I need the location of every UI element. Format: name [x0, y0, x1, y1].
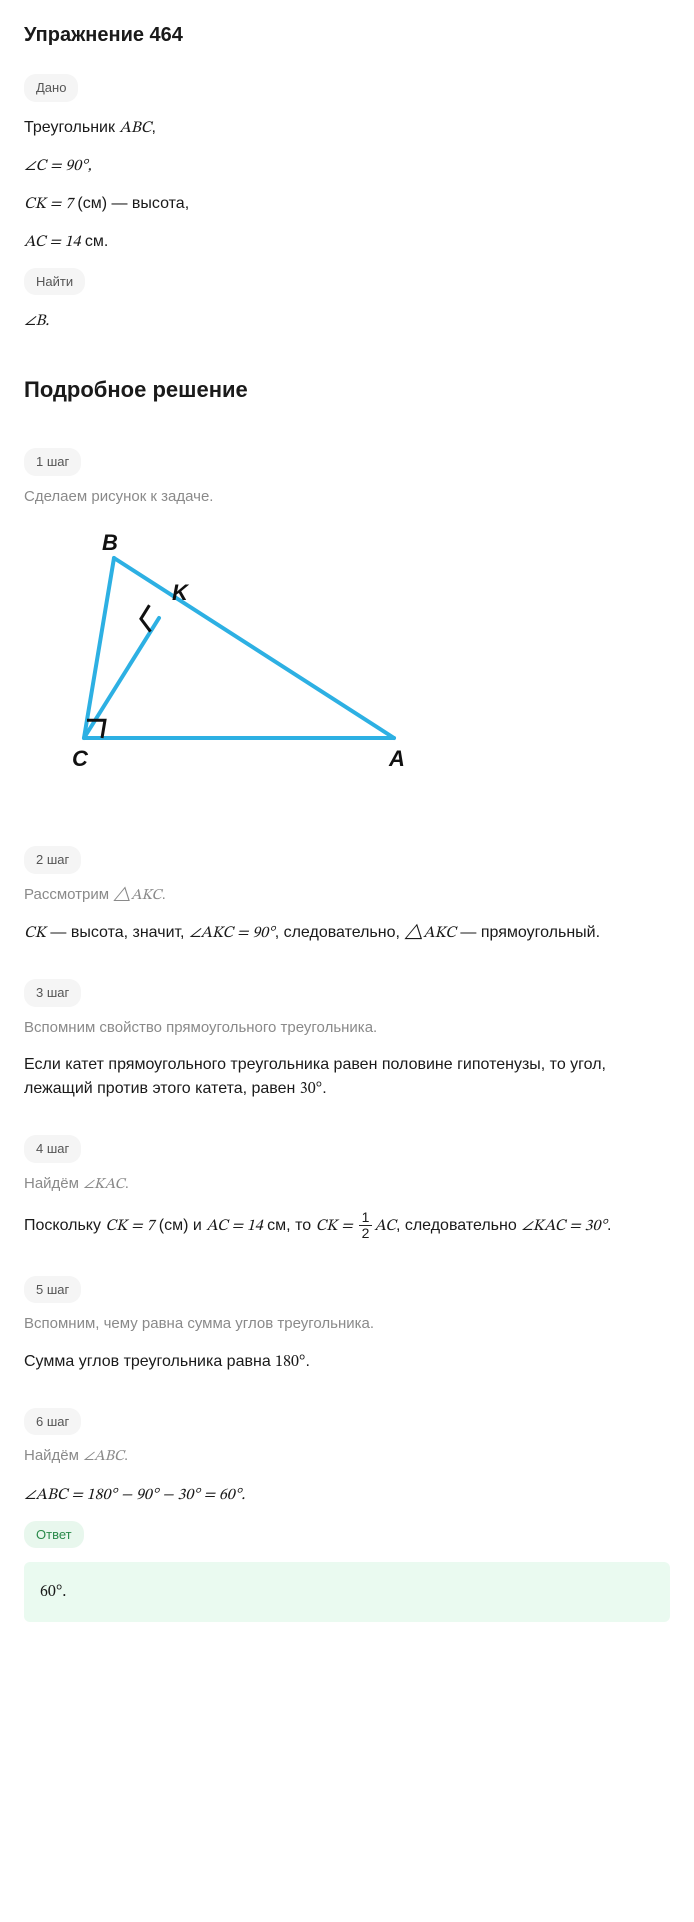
- step-2-gray: Рассмотрим △AKC.: [24, 884, 670, 908]
- s4-gray-post: .: [125, 1175, 129, 1192]
- given-l1-pre: Треугольник: [24, 119, 119, 136]
- triangle-figure: C B A K: [24, 528, 444, 788]
- label-a: A: [388, 746, 405, 771]
- label-k: K: [172, 580, 190, 605]
- figure-wrapper: C B A K: [24, 528, 670, 796]
- s4-d: AC = 14: [206, 1218, 262, 1234]
- step-6-label: 6 шаг: [24, 1408, 81, 1436]
- s5-a: Сумма углов треугольника равна: [24, 1353, 275, 1370]
- s2-b: — высота, значит,: [46, 924, 189, 941]
- step-3-gray: Вспомним свойство прямоугольного треугол…: [24, 1017, 670, 1040]
- s4-b: CK = 7: [105, 1218, 154, 1234]
- find-pill: Найти: [24, 268, 85, 296]
- s6-eq: ∠ABC = 180° − 90° − 30° = 60°.: [24, 1487, 245, 1503]
- given-l3-post: (см) — высота,: [73, 195, 189, 212]
- step-6-gray: Найдём ∠ABC.: [24, 1445, 670, 1469]
- given-l2: ∠C = 90°,: [24, 158, 92, 174]
- s6-gray-math: ∠ABC: [83, 1449, 124, 1464]
- s6-gray-post: .: [124, 1447, 128, 1464]
- given-pill: Дано: [24, 74, 78, 102]
- s6-gray-pre: Найдём: [24, 1447, 83, 1464]
- step-5-gray: Вспомним, чему равна сумма углов треугол…: [24, 1313, 670, 1336]
- given-l4-post: см.: [80, 233, 108, 250]
- s2-c: ∠AKC = 90°: [189, 925, 275, 941]
- answer-box: 60°.: [24, 1562, 670, 1622]
- s2-e: △AKC: [404, 925, 456, 941]
- answer-text: 60°.: [40, 1584, 66, 1600]
- given-line-4: AC = 14 см.: [24, 230, 670, 254]
- s2-a: CK: [24, 925, 46, 941]
- find-math: ∠B.: [24, 313, 49, 329]
- s3-c: .: [322, 1080, 326, 1097]
- s4-gray-math: ∠KAC: [83, 1177, 125, 1192]
- label-c: C: [72, 746, 89, 771]
- s4-c: (см) и: [154, 1217, 206, 1234]
- s2-f: — прямоугольный.: [456, 924, 600, 941]
- step-1-label: 1 шаг: [24, 448, 81, 476]
- s4-frac-num: 1: [359, 1210, 373, 1226]
- s3-b: 30°: [300, 1081, 322, 1097]
- s2-gray-pre: Рассмотрим: [24, 886, 113, 903]
- exercise-title: Упражнение 464: [24, 20, 670, 50]
- s4-frac: 12: [359, 1210, 373, 1242]
- step-5-text: Сумма углов треугольника равна 180°.: [24, 1350, 670, 1374]
- s2-gray-math: △AKC: [113, 888, 161, 903]
- step-1-text: Сделаем рисунок к задаче.: [24, 486, 670, 509]
- s4-j: .: [607, 1217, 611, 1234]
- s2-d: , следовательно,: [275, 924, 405, 941]
- step-4-gray: Найдём ∠KAC.: [24, 1173, 670, 1197]
- right-angle-k-marker: [141, 605, 151, 631]
- answer-pill: Ответ: [24, 1521, 84, 1549]
- given-line-1: Треугольник ABC,: [24, 116, 670, 140]
- find-line: ∠B.: [24, 309, 670, 333]
- s4-e: см, то: [263, 1217, 316, 1234]
- s4-h: , следовательно: [396, 1217, 521, 1234]
- given-l1-post: ,: [152, 119, 156, 136]
- s4-i: ∠KAC = 30°: [521, 1218, 607, 1234]
- given-line-2: ∠C = 90°,: [24, 154, 670, 178]
- given-l3-math: CK = 7: [24, 196, 73, 212]
- step-5-label: 5 шаг: [24, 1276, 81, 1304]
- given-line-3: CK = 7 (см) — высота,: [24, 192, 670, 216]
- s4-frac-den: 2: [359, 1226, 373, 1241]
- step-6-eq: ∠ABC = 180° − 90° − 30° = 60°.: [24, 1483, 670, 1507]
- step-3-text: Если катет прямоугольного треугольника р…: [24, 1053, 670, 1101]
- step-3-label: 3 шаг: [24, 979, 81, 1007]
- step-4-label: 4 шаг: [24, 1135, 81, 1163]
- s4-a: Поскольку: [24, 1217, 105, 1234]
- s2-gray-post: .: [162, 886, 166, 903]
- label-b: B: [102, 530, 118, 555]
- s5-c: .: [305, 1353, 309, 1370]
- step-4-text-1: Поскольку CK = 7 (см) и AC = 14 см, то C…: [24, 1210, 670, 1242]
- given-l1-math: ABC: [119, 120, 151, 136]
- side-ba: [114, 558, 394, 738]
- s4-f: CK =: [316, 1218, 357, 1234]
- step-2-text: CK — высота, значит, ∠AKC = 90°, следова…: [24, 921, 670, 945]
- s5-b: 180°: [275, 1354, 305, 1370]
- given-l4-math: AC = 14: [24, 234, 80, 250]
- s4-gray-pre: Найдём: [24, 1175, 83, 1192]
- s4-g: AC: [374, 1218, 396, 1234]
- step-2-label: 2 шаг: [24, 846, 81, 874]
- solution-title: Подробное решение: [24, 373, 670, 406]
